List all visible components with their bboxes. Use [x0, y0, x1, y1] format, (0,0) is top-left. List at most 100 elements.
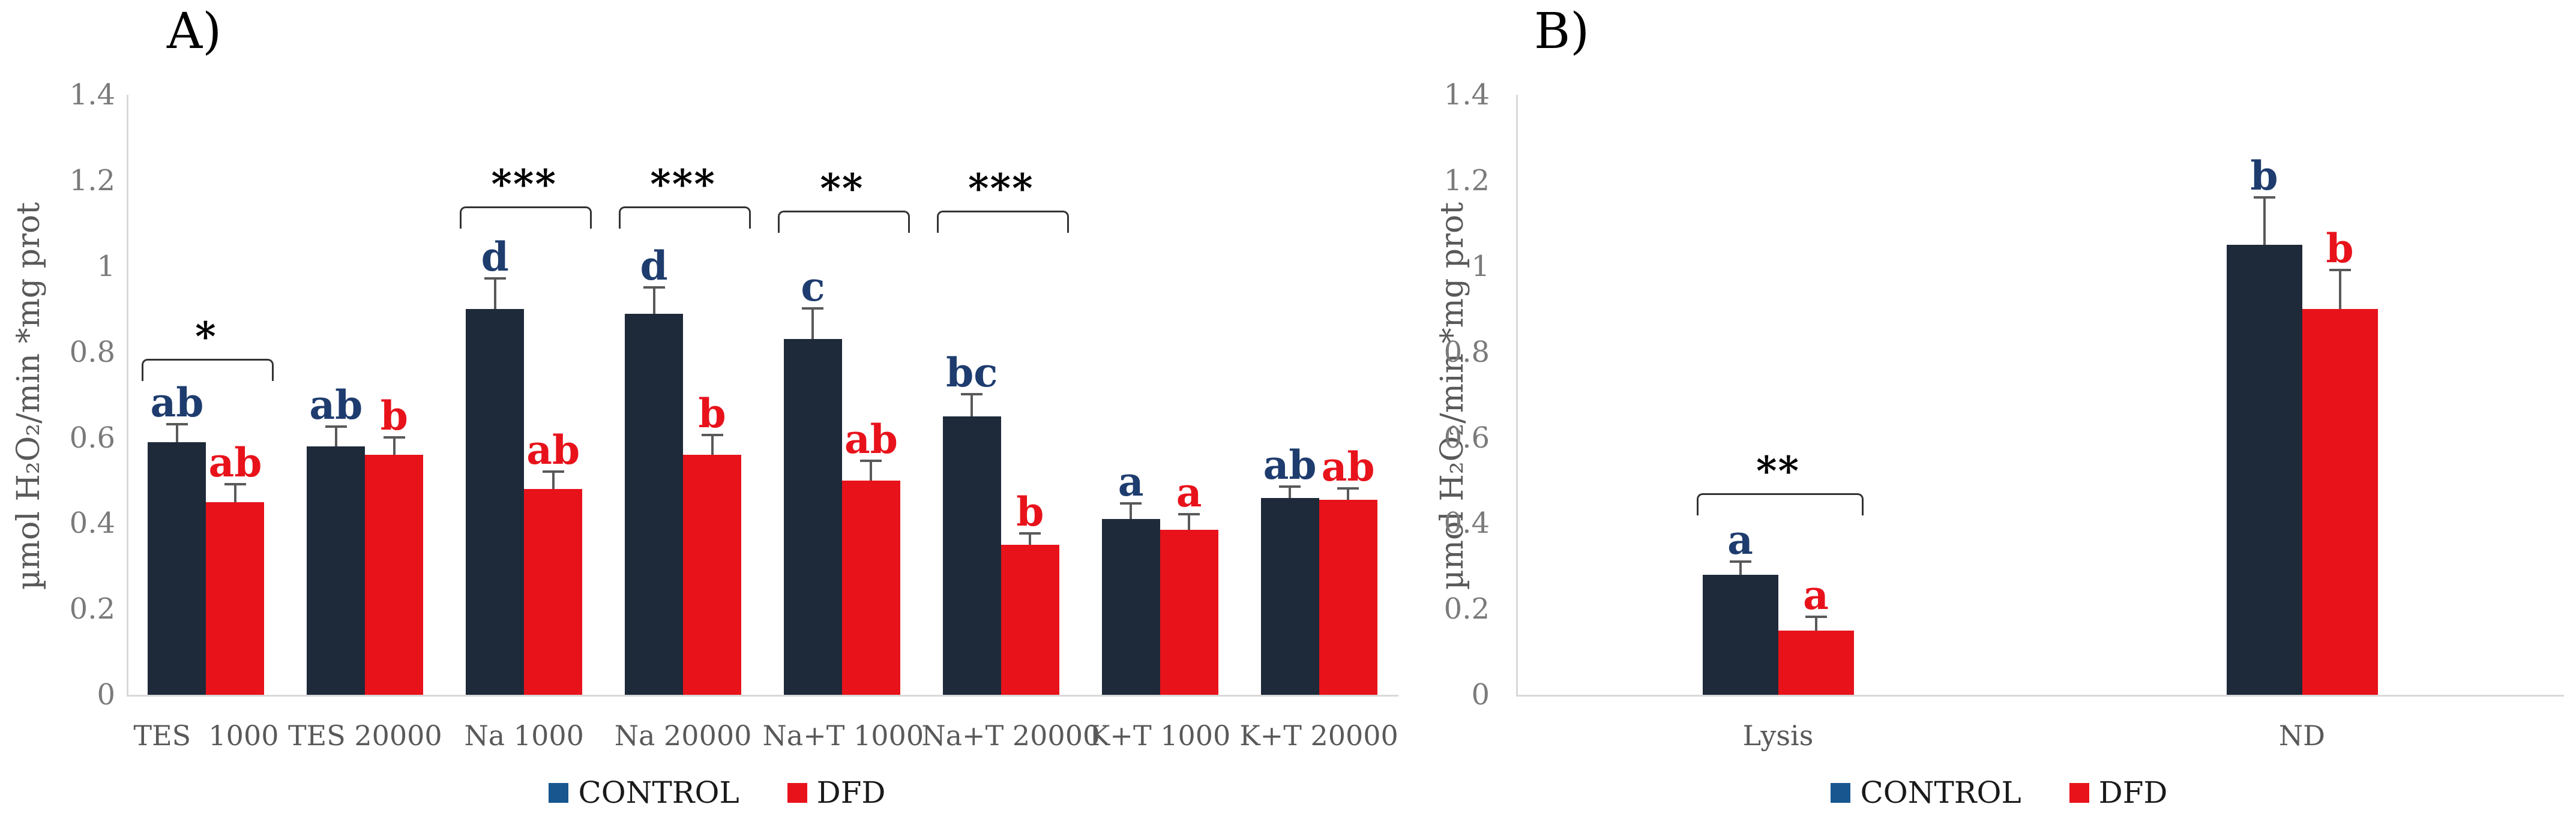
- error-bar-stem: [1739, 562, 1742, 575]
- error-bar-stem: [971, 395, 974, 416]
- panel-a-legend: CONTROL DFD: [36, 778, 1398, 808]
- bar-control: [466, 309, 525, 695]
- error-bar-stem: [1188, 515, 1191, 530]
- y-tick-label: 1.4: [1443, 78, 1490, 112]
- significance-letter: ab: [208, 439, 262, 487]
- y-tick-label: 0.4: [1443, 506, 1490, 541]
- error-bar-cap: [1178, 513, 1200, 516]
- significance-stars: *: [195, 313, 217, 360]
- significance-letter: a: [1118, 458, 1144, 506]
- y-axis-line: [127, 95, 128, 697]
- error-bar-stem: [2338, 271, 2341, 310]
- x-axis-line: [1516, 695, 2564, 697]
- bar-control: [307, 446, 366, 695]
- y-tick-label: 1.2: [69, 164, 115, 198]
- significance-letter: a: [1727, 516, 1753, 563]
- error-bar-stem: [652, 287, 655, 314]
- significance-bracket: [460, 206, 592, 229]
- error-bar-cap: [542, 470, 564, 473]
- bar-dfd: [683, 455, 742, 695]
- error-bar-stem: [1029, 534, 1032, 545]
- y-tick-label: 0.8: [1443, 335, 1490, 369]
- x-category-label: Na+T 1000: [762, 719, 924, 752]
- significance-letter: ab: [526, 426, 580, 473]
- error-bar-cap: [1729, 560, 1751, 563]
- error-bar-cap: [961, 393, 983, 396]
- x-category-label: K+T 1000: [1089, 719, 1231, 752]
- bar-control: [625, 313, 684, 695]
- x-category-label: ND: [2278, 719, 2326, 752]
- error-bar-stem: [493, 279, 496, 310]
- error-bar-cap: [484, 277, 506, 280]
- error-bar-stem: [233, 485, 236, 502]
- bar-dfd: [524, 489, 583, 695]
- y-tick-label: 0.8: [69, 335, 115, 369]
- control-swatch-icon: [1831, 782, 1851, 803]
- significance-letter: ab: [844, 415, 898, 463]
- error-bar-stem: [811, 309, 814, 340]
- error-bar-stem: [334, 427, 337, 446]
- error-bar-cap: [1279, 485, 1301, 488]
- legend-dfd-label: DFD: [816, 775, 886, 810]
- error-bar-stem: [175, 425, 178, 442]
- dfd-swatch-icon: [2069, 782, 2089, 803]
- error-bar-cap: [701, 434, 723, 437]
- bar-control: [2226, 245, 2302, 695]
- error-bar-stem: [1814, 617, 1817, 631]
- bar-dfd: [365, 455, 424, 695]
- y-tick-label: 0: [1471, 678, 1490, 712]
- significance-stars: ***: [968, 165, 1034, 212]
- bar-control: [1260, 497, 1319, 695]
- error-bar-stem: [552, 472, 555, 490]
- legend-item-dfd: DFD: [2069, 778, 2168, 808]
- significance-letter: d: [481, 233, 509, 281]
- bar-control: [1702, 575, 1778, 695]
- bar-control: [942, 416, 1001, 695]
- bar-dfd: [1160, 530, 1218, 695]
- y-tick-label: 0: [97, 678, 115, 712]
- x-category-label: Lysis: [1742, 719, 1814, 752]
- y-tick-label: 0.2: [1443, 592, 1490, 626]
- error-bar-stem: [2263, 197, 2266, 245]
- significance-stars: ***: [650, 161, 716, 208]
- panel-b-title: B): [1534, 3, 1590, 60]
- error-bar-cap: [166, 423, 188, 426]
- y-tick-label: 0.2: [69, 592, 115, 626]
- error-bar-cap: [860, 459, 882, 462]
- legend-dfd-label: DFD: [2098, 775, 2168, 810]
- y-tick-label: 1: [1471, 250, 1490, 283]
- error-bar-cap: [1337, 487, 1359, 490]
- error-bar-cap: [1120, 502, 1142, 505]
- significance-bracket: [619, 206, 751, 229]
- y-tick-label: 1.2: [1443, 164, 1490, 198]
- error-bar-cap: [2329, 269, 2351, 272]
- significance-letter: b: [380, 392, 408, 439]
- y-tick-label: 0.6: [69, 421, 115, 455]
- significance-bracket: [1696, 493, 1864, 516]
- error-bar-cap: [2253, 196, 2275, 199]
- x-category-label: K+T 20000: [1239, 719, 1398, 752]
- x-category-label: TES 20000: [287, 719, 442, 752]
- significance-letter: c: [801, 263, 825, 311]
- significance-letter: b: [2326, 225, 2354, 272]
- bar-control: [783, 339, 842, 695]
- x-category-label: Na 1000: [464, 719, 584, 752]
- significance-letter: ab: [1263, 441, 1317, 488]
- significance-stars: **: [1756, 448, 1801, 495]
- dfd-swatch-icon: [787, 782, 807, 803]
- bar-dfd: [2302, 309, 2378, 695]
- significance-letter: a: [1176, 469, 1202, 517]
- bar-control: [148, 442, 206, 695]
- legend-control-label: CONTROL: [578, 775, 739, 810]
- significance-letter: d: [640, 242, 668, 289]
- bar-dfd: [1778, 630, 1854, 695]
- significance-bracket: [936, 211, 1069, 233]
- significance-stars: ***: [491, 161, 557, 208]
- legend-control-label: CONTROL: [1860, 775, 2021, 810]
- significance-letter: bc: [946, 349, 998, 397]
- y-tick-label: 0.4: [69, 506, 115, 541]
- error-bar-cap: [224, 483, 246, 486]
- x-category-label: Na+T 20000: [921, 719, 1101, 752]
- panel-a-title: A): [167, 3, 222, 60]
